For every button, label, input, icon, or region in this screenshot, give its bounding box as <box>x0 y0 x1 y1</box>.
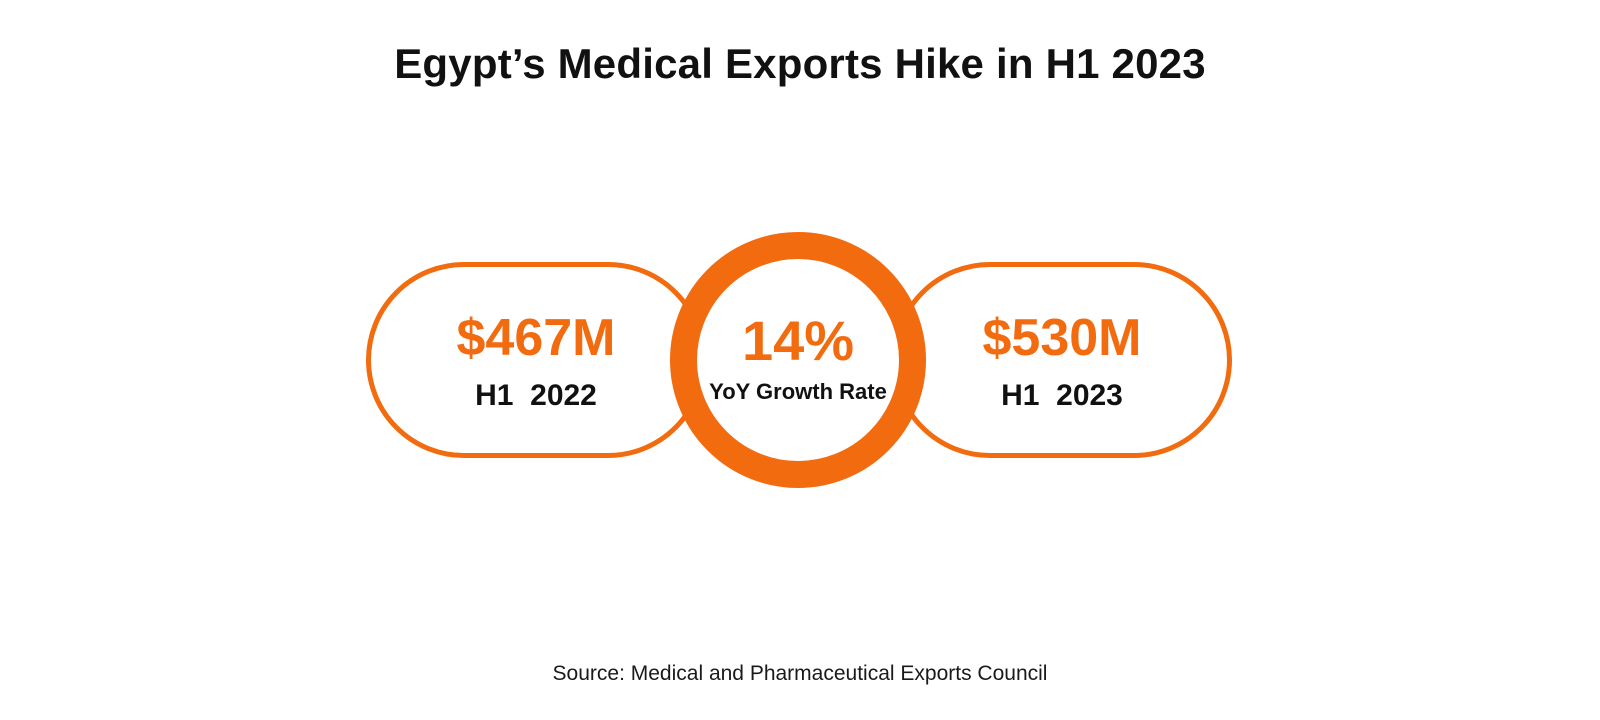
source-note: Source: Medical and Pharmaceutical Expor… <box>552 662 1048 685</box>
h1-2022-stat-card: $467M H1 2022 <box>366 262 706 458</box>
growth-rate-value: 14% <box>741 309 855 372</box>
h1-2022-value: $467M <box>456 309 616 367</box>
growth-rate-content: 14% YoY Growth Rate <box>697 311 899 407</box>
page-title: Egypt’s Medical Exports Hike in H1 2023 <box>394 40 1206 87</box>
h1-2023-label: H1 2023 <box>1001 379 1123 412</box>
h1-2023-value: $530M <box>982 309 1142 367</box>
h1-2023-stat-card: $530M H1 2023 <box>892 262 1232 458</box>
h1-2023-stat-content: $530M H1 2023 <box>942 309 1182 413</box>
h1-2022-label: H1 2022 <box>475 379 597 412</box>
h1-2022-stat-content: $467M H1 2022 <box>416 309 656 413</box>
growth-rate-label: YoY Growth Rate <box>709 379 887 404</box>
growth-rate-ring: 14% YoY Growth Rate <box>670 232 926 488</box>
